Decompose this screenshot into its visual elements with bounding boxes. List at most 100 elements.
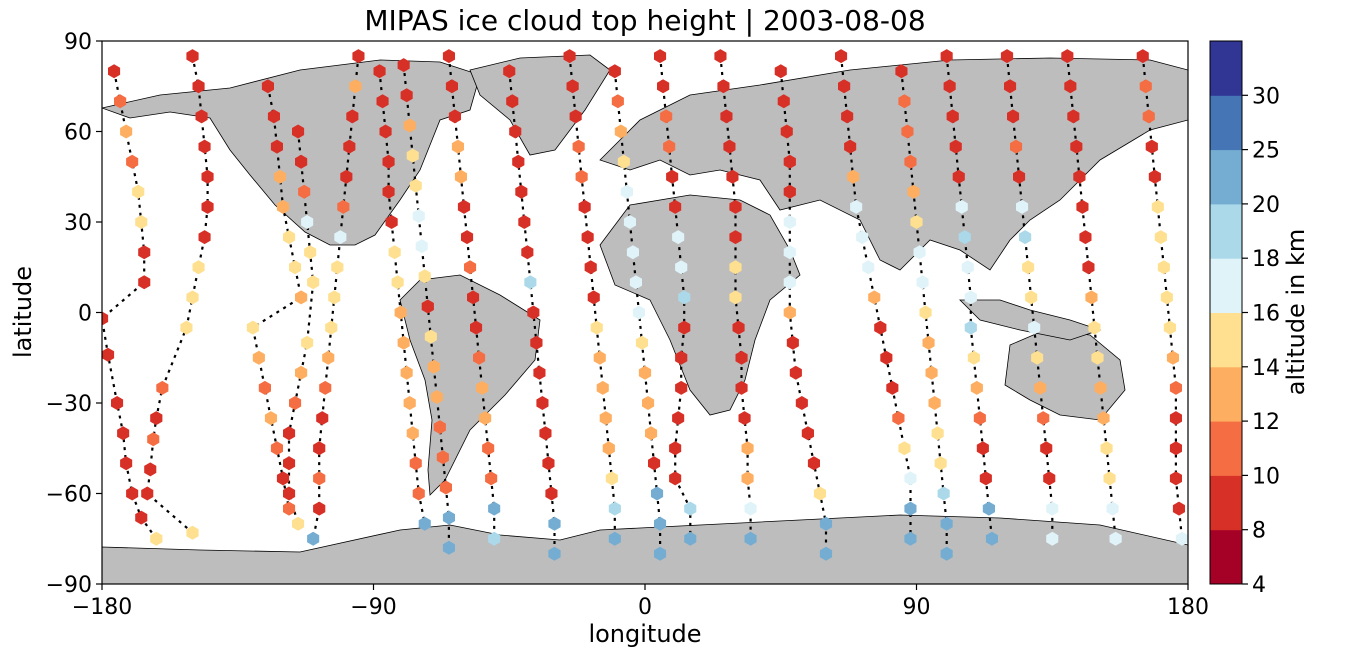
cloud-top-marker	[403, 396, 416, 410]
y-tick-label: −60	[46, 483, 92, 508]
cloud-top-marker	[645, 426, 658, 441]
cloud-top-marker	[919, 305, 932, 320]
map-area	[102, 41, 1188, 584]
cloud-top-marker	[295, 290, 308, 305]
cloud-top-marker	[599, 411, 612, 426]
cloud-top-marker	[801, 426, 814, 441]
cloud-top-marker	[901, 124, 914, 139]
cloud-top-marker	[548, 546, 561, 561]
cloud-top-marker	[186, 525, 199, 540]
cloud-top-marker	[406, 426, 419, 441]
cloud-top-marker	[379, 124, 392, 139]
cloud-top-marker	[412, 486, 425, 501]
cloud-top-marker	[663, 139, 676, 154]
cloud-top-marker	[192, 79, 205, 94]
cloud-top-marker	[783, 305, 796, 320]
cloud-top-marker	[623, 215, 636, 229]
cloud-top-marker	[841, 109, 854, 124]
cloud-top-marker	[135, 510, 148, 525]
orbit-track-line	[102, 70, 158, 540]
cloud-top-marker	[1094, 380, 1107, 395]
cloud-top-marker	[642, 396, 655, 410]
colorbar-segment	[1210, 258, 1242, 313]
cloud-top-marker	[1046, 531, 1059, 546]
cloud-top-marker	[376, 94, 389, 109]
colorbar-segment	[1210, 149, 1242, 205]
chart-title: MIPAS ice cloud top height | 2003-08-08	[364, 4, 925, 37]
cloud-top-marker	[904, 501, 917, 516]
cloud-top-marker	[343, 139, 356, 154]
colorbar-segment	[1210, 312, 1242, 368]
cloud-top-marker	[1136, 49, 1149, 64]
cloud-top-marker	[102, 347, 115, 362]
cloud-top-marker	[783, 245, 796, 260]
cloud-top-marker	[940, 516, 953, 531]
cloud-top-marker	[654, 516, 667, 531]
cloud-top-marker	[111, 396, 124, 410]
orbit-track-line	[840, 55, 912, 539]
cloud-top-marker	[325, 320, 338, 335]
cloud-top-marker	[1025, 290, 1038, 305]
cloud-top-marker	[382, 154, 395, 169]
cloud-top-marker	[1097, 411, 1110, 426]
cloud-top-marker	[283, 230, 296, 245]
cloud-top-marker	[186, 49, 199, 64]
colorbar-tick-label: 4	[1252, 573, 1266, 598]
cloud-top-marker	[427, 359, 440, 374]
cloud-top-marker	[267, 109, 280, 124]
cloud-top-marker	[922, 335, 935, 350]
cloud-top-marker	[147, 432, 160, 447]
cloud-top-marker	[1106, 501, 1119, 516]
cloud-top-marker	[406, 148, 419, 163]
cloud-top-marker	[304, 245, 317, 260]
cloud-top-marker	[488, 531, 501, 546]
cloud-top-marker	[976, 441, 989, 456]
cloud-top-marker	[412, 209, 425, 223]
cloud-top-marker	[675, 260, 688, 275]
cloud-top-marker	[1139, 79, 1152, 94]
cloud-top-marker	[807, 456, 820, 471]
cloud-top-marker	[904, 531, 917, 546]
cloud-top-marker	[512, 154, 525, 169]
cloud-top-marker	[337, 199, 350, 214]
cloud-top-marker	[276, 471, 290, 486]
cloud-top-marker	[925, 365, 938, 380]
colorbar-segment	[1210, 529, 1242, 585]
colorbar-tick-label: 14	[1252, 356, 1280, 381]
cloud-top-marker	[198, 139, 211, 154]
cloud-top-marker	[973, 411, 986, 426]
cloud-top-marker	[488, 501, 501, 516]
cloud-top-marker	[629, 275, 642, 290]
cloud-top-marker	[1148, 169, 1161, 184]
cloud-top-marker	[907, 184, 920, 199]
cloud-top-marker	[295, 365, 308, 380]
cloud-top-marker	[720, 109, 733, 124]
cloud-top-marker	[738, 411, 751, 426]
colorbar-segment	[1210, 203, 1242, 259]
cloud-top-marker	[608, 64, 621, 79]
colorbar-tick-label: 20	[1252, 193, 1280, 218]
cloud-top-marker	[1172, 501, 1185, 516]
cloud-top-marker	[898, 441, 911, 456]
cloud-top-marker	[651, 486, 664, 501]
cloud-top-marker	[669, 199, 682, 214]
cloud-top-marker	[334, 230, 347, 245]
cloud-top-marker	[626, 245, 639, 260]
cloud-top-marker	[464, 260, 477, 275]
cloud-top-marker	[678, 290, 691, 305]
cloud-top-marker	[515, 184, 528, 199]
cloud-top-marker	[949, 139, 962, 154]
cloud-top-marker	[819, 546, 833, 561]
cloud-top-marker	[1004, 79, 1017, 94]
cloud-top-marker	[270, 139, 283, 154]
cloud-top-marker	[141, 486, 154, 501]
cloud-top-marker	[940, 546, 953, 561]
cloud-top-marker	[729, 290, 742, 305]
x-tick-label: 90	[903, 595, 931, 620]
cloud-top-marker	[506, 94, 519, 109]
cloud-top-marker	[198, 230, 211, 245]
cloud-top-marker	[572, 139, 585, 154]
cloud-top-marker	[319, 380, 332, 395]
cloud-top-marker	[1028, 320, 1041, 335]
cloud-top-marker	[741, 471, 754, 486]
